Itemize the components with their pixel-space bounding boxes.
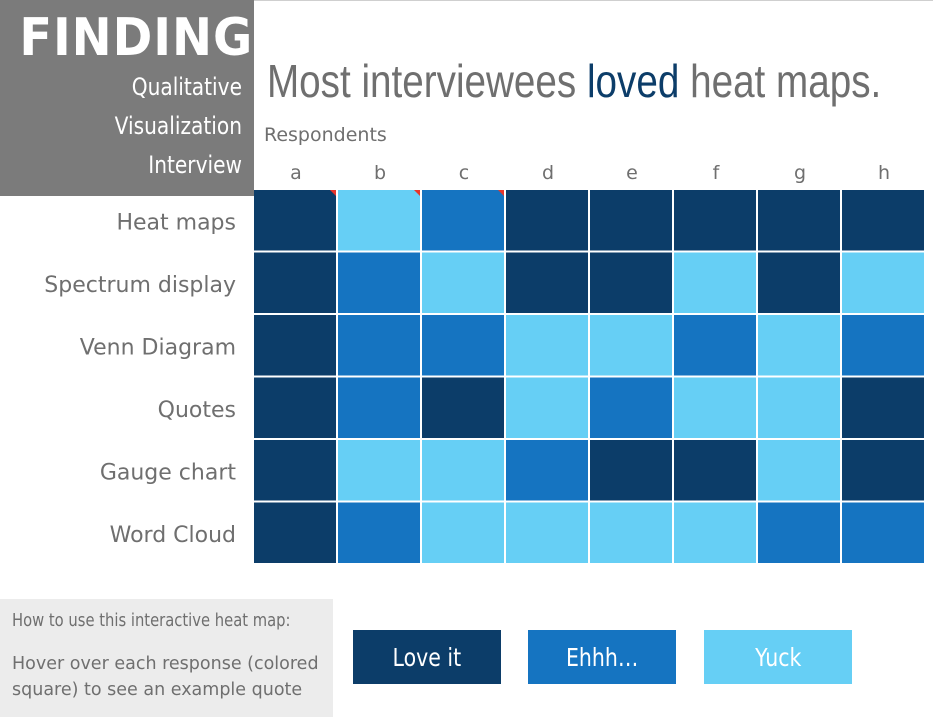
comment-marker-heat-maps-b <box>414 190 420 196</box>
heatmap-cell-spectrum-display-g[interactable]: Spectrum display / g: Love it <box>758 252 840 314</box>
howto-title: How to use this interactive heat map: <box>12 610 291 631</box>
headline-emphasis: loved <box>586 55 680 107</box>
page-headline: Most interviewees loved heat maps. <box>267 52 881 110</box>
heatmap-cell-word-cloud-c[interactable]: Word Cloud / c: Yuck <box>422 502 504 564</box>
heatmap-cell-heat-maps-a[interactable]: Heat maps / a: Love it <box>254 190 336 251</box>
row-label-venn-diagram: Venn Diagram <box>80 335 236 360</box>
subtitle-line-qualitative: Qualitative <box>131 73 242 101</box>
heatmap-cell-venn-diagram-b[interactable]: Venn Diagram / b: Ehhh... <box>338 315 420 376</box>
heatmap-cell-quotes-g[interactable]: Quotes / g: Yuck <box>758 377 840 439</box>
findings-subtitle: Qualitative Visualization Interview <box>39 68 242 185</box>
heatmap-cell-word-cloud-b[interactable]: Word Cloud / b: Ehhh... <box>338 502 420 564</box>
heatmap-cell-quotes-e[interactable]: Quotes / e: Ehhh... <box>590 377 672 439</box>
headline-prefix: Most interviewees <box>267 55 587 107</box>
howto-panel: How to use this interactive heat map: Ho… <box>0 599 333 717</box>
heatmap-cell-gauge-chart-d[interactable]: Gauge chart / d: Ehhh... <box>506 440 588 501</box>
heatmap-cell-venn-diagram-f[interactable]: Venn Diagram / f: Ehhh... <box>674 315 756 376</box>
heatmap-cell-spectrum-display-c[interactable]: Spectrum display / c: Yuck <box>422 252 504 314</box>
comment-marker-heat-maps-a <box>330 190 336 196</box>
heatmap-cell-heat-maps-c[interactable]: Heat maps / c: Ehhh... <box>422 190 504 251</box>
heatmap-cell-spectrum-display-a[interactable]: Spectrum display / a: Love it <box>254 252 336 314</box>
heatmap-cell-venn-diagram-g[interactable]: Venn Diagram / g: Yuck <box>758 315 840 376</box>
column-label-h: h <box>878 162 890 184</box>
row-label-word-cloud: Word Cloud <box>110 523 236 548</box>
heatmap-cell-word-cloud-f[interactable]: Word Cloud / f: Yuck <box>674 502 756 564</box>
legend-yuck-button[interactable]: Yuck <box>704 630 852 684</box>
legend-ehhh-label: Ehhh… <box>565 642 639 672</box>
heatmap-cell-heat-maps-g[interactable]: Heat maps / g: Love it <box>758 190 840 251</box>
heatmap-cell-spectrum-display-d[interactable]: Spectrum display / d: Love it <box>506 252 588 314</box>
column-label-a: a <box>290 162 302 184</box>
x-axis-title: Respondents <box>264 124 387 146</box>
row-label-quotes: Quotes <box>158 398 236 423</box>
heatmap-cell-word-cloud-a[interactable]: Word Cloud / a: Love it <box>254 502 336 564</box>
comment-marker-heat-maps-c <box>498 190 504 196</box>
findings-header: FINDINGS Qualitative Visualization Inter… <box>0 0 288 196</box>
heatmap-cell-gauge-chart-h[interactable]: Gauge chart / h: Love it <box>842 440 924 501</box>
column-label-d: d <box>542 162 554 184</box>
subtitle-line-visualization: Visualization <box>114 112 242 140</box>
heatmap-cell-quotes-f[interactable]: Quotes / f: Yuck <box>674 377 756 439</box>
heatmap-cell-word-cloud-h[interactable]: Word Cloud / h: Ehhh... <box>842 502 924 564</box>
column-label-b: b <box>374 162 386 184</box>
heatmap-cell-word-cloud-d[interactable]: Word Cloud / d: Yuck <box>506 502 588 564</box>
legend-love-label: Love it <box>392 642 462 672</box>
row-label-gauge-chart: Gauge chart <box>100 460 237 485</box>
heatmap-cell-spectrum-display-e[interactable]: Spectrum display / e: Love it <box>590 252 672 314</box>
heatmap-cell-venn-diagram-e[interactable]: Venn Diagram / e: Yuck <box>590 315 672 376</box>
heatmap-cell-spectrum-display-f[interactable]: Spectrum display / f: Yuck <box>674 252 756 314</box>
legend-ehhh-button[interactable]: Ehhh… <box>528 630 676 684</box>
column-label-f: f <box>713 162 721 184</box>
heatmap-cell-quotes-b[interactable]: Quotes / b: Ehhh... <box>338 377 420 439</box>
heatmap-cell-heat-maps-b[interactable]: Heat maps / b: Yuck <box>338 190 420 251</box>
column-label-g: g <box>794 162 806 184</box>
heatmap-cell-word-cloud-g[interactable]: Word Cloud / g: Ehhh... <box>758 502 840 564</box>
top-rule <box>0 0 933 1</box>
heatmap-cell-gauge-chart-f[interactable]: Gauge chart / f: Love it <box>674 440 756 501</box>
heatmap-cell-venn-diagram-d[interactable]: Venn Diagram / d: Yuck <box>506 315 588 376</box>
headline-suffix: heat maps. <box>679 55 882 107</box>
legend-love-button[interactable]: Love it <box>353 630 501 684</box>
heatmap-cell-quotes-d[interactable]: Quotes / d: Yuck <box>506 377 588 439</box>
heatmap-cell-heat-maps-f[interactable]: Heat maps / f: Love it <box>674 190 756 251</box>
howto-body: Hover over each response (colored square… <box>12 654 319 700</box>
row-label-spectrum-display: Spectrum display <box>44 273 236 298</box>
heatmap-cell-gauge-chart-b[interactable]: Gauge chart / b: Yuck <box>338 440 420 501</box>
heatmap-cell-heat-maps-d[interactable]: Heat maps / d: Love it <box>506 190 588 251</box>
heatmap-cell-gauge-chart-a[interactable]: Gauge chart / a: Love it <box>254 440 336 501</box>
heatmap-cell-gauge-chart-c[interactable]: Gauge chart / c: Yuck <box>422 440 504 501</box>
heatmap-cell-spectrum-display-b[interactable]: Spectrum display / b: Ehhh... <box>338 252 420 314</box>
heatmap-cell-quotes-a[interactable]: Quotes / a: Love it <box>254 377 336 439</box>
heatmap-cell-gauge-chart-e[interactable]: Gauge chart / e: Love it <box>590 440 672 501</box>
heatmap-cell-venn-diagram-h[interactable]: Venn Diagram / h: Ehhh... <box>842 315 924 376</box>
subtitle-line-interview: Interview <box>148 151 242 179</box>
heatmap-cell-venn-diagram-c[interactable]: Venn Diagram / c: Ehhh... <box>422 315 504 376</box>
column-label-c: c <box>459 162 469 184</box>
heatmap-cell-venn-diagram-a[interactable]: Venn Diagram / a: Love it <box>254 315 336 376</box>
heatmap-cell-heat-maps-e[interactable]: Heat maps / e: Love it <box>590 190 672 251</box>
row-label-heat-maps: Heat maps <box>116 210 236 235</box>
legend-yuck-label: Yuck <box>754 642 802 672</box>
heatmap-cell-spectrum-display-h[interactable]: Spectrum display / h: Yuck <box>842 252 924 314</box>
heatmap-cell-gauge-chart-g[interactable]: Gauge chart / g: Yuck <box>758 440 840 501</box>
heatmap-cell-word-cloud-e[interactable]: Word Cloud / e: Yuck <box>590 502 672 564</box>
heatmap-cell-heat-maps-h[interactable]: Heat maps / h: Love it <box>842 190 924 251</box>
heatmap-cell-quotes-c[interactable]: Quotes / c: Love it <box>422 377 504 439</box>
heatmap-cell-quotes-h[interactable]: Quotes / h: Love it <box>842 377 924 439</box>
column-label-e: e <box>626 162 638 184</box>
